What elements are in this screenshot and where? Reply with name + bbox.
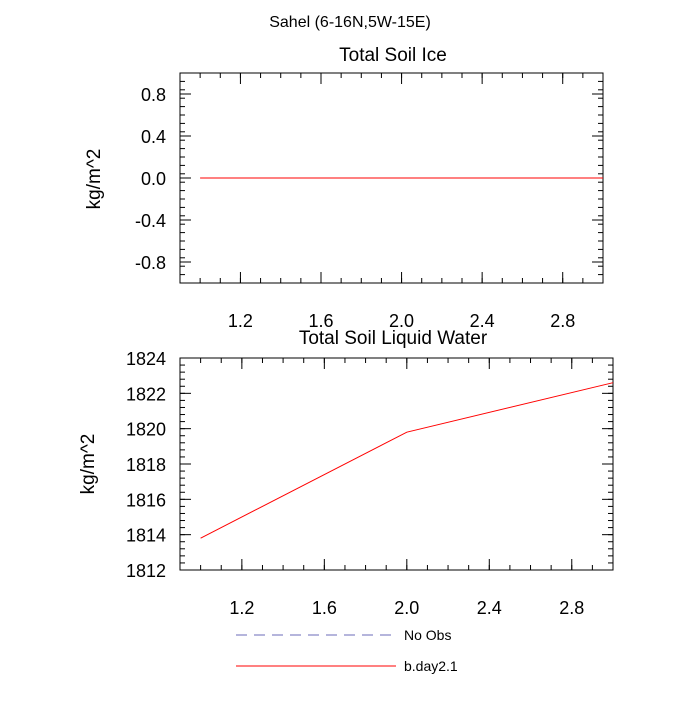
legend-label-b-day2-1: b.day2.1: [404, 658, 458, 674]
panel-title: Total Soil Ice: [339, 45, 447, 66]
axes-frame: [179, 357, 614, 571]
y-tick-label: 0.0: [141, 169, 166, 189]
y-tick-label: 1824: [126, 349, 166, 369]
y-tick-label: 0.4: [141, 127, 166, 147]
x-tick-label: 1.6: [308, 311, 333, 331]
x-tick-label: 2.0: [389, 311, 414, 331]
y-tick-label: 1818: [126, 455, 166, 475]
panel-total-soil-ice: Total Soil Ice kg/m^2 1.2 1.6 2.0 2.4 2.8 -0.…: [84, 45, 604, 331]
y-tick-label: 1820: [126, 420, 166, 440]
panel-title: Total Soil Liquid Water: [299, 328, 488, 349]
y-tick-label: -0.8: [135, 253, 166, 273]
x-tick-label: 1.6: [312, 598, 337, 618]
x-tick-label: 2.4: [470, 311, 495, 331]
figure-suptitle: Sahel (6-16N,5W-15E): [269, 14, 431, 31]
y-tick-label: 1822: [126, 384, 166, 404]
legend: No Obs b.day2.1: [236, 627, 458, 674]
x-tick-label: 2.8: [559, 598, 584, 618]
y-axis-label: kg/m^2: [78, 434, 99, 495]
tick-labels: 1.2 1.6 2.0 2.4 2.8 1812 1814 1816 1818 1820 1822 1…: [126, 349, 584, 618]
plot-frame: [179, 357, 614, 571]
tick-labels: 1.2 1.6 2.0 2.4 2.8 -0.8 -0.4 0.0 0.4 0.8: [135, 85, 575, 331]
y-tick-label: 1816: [126, 490, 166, 510]
y-tick-label: 1812: [126, 561, 166, 581]
legend-label-no-obs: No Obs: [404, 627, 451, 643]
x-tick-label: 1.2: [229, 598, 254, 618]
y-tick-label: 0.8: [141, 85, 166, 105]
x-tick-label: 2.8: [550, 311, 575, 331]
y-tick-label: 1814: [126, 526, 166, 546]
x-tick-label: 2.4: [477, 598, 502, 618]
y-tick-label: -0.4: [135, 211, 166, 231]
x-tick-label: 2.0: [394, 598, 419, 618]
panel-total-soil-liquid-water: Total Soil Liquid Water kg/m^2 1.2 1.6 2.0…: [78, 328, 614, 618]
series-line-b-day2-1: [200, 382, 614, 539]
series-layer: [200, 382, 614, 539]
x-tick-label: 1.2: [228, 311, 253, 331]
y-axis-label: kg/m^2: [84, 149, 105, 210]
